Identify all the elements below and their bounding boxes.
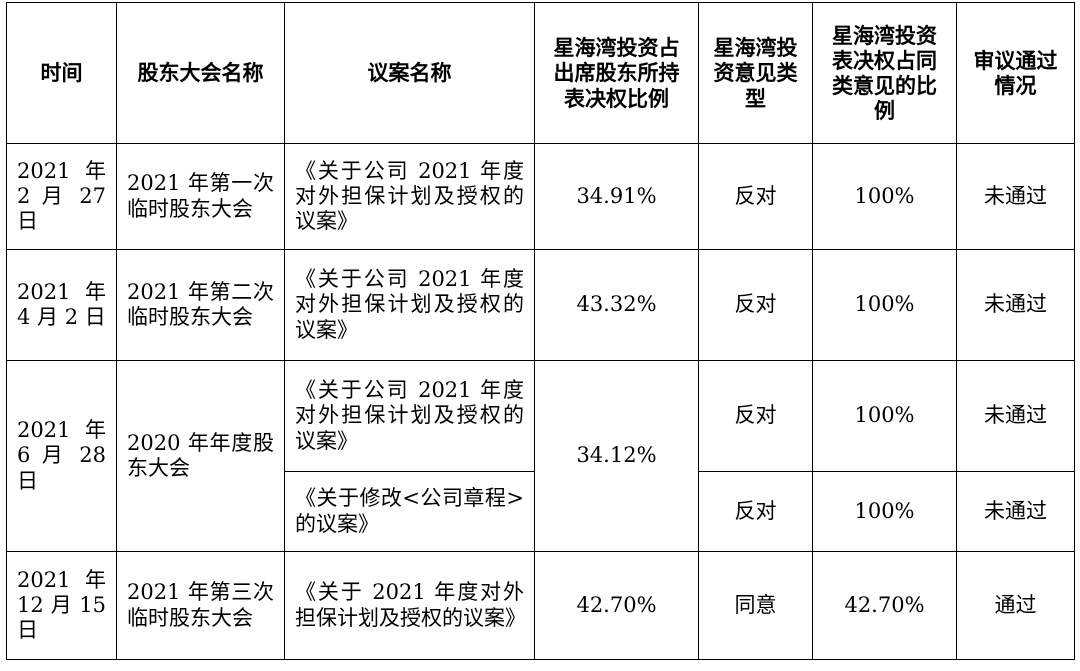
cell-voting-ratio: 34.91%: [534, 143, 699, 250]
header-time: 时间: [6, 2, 117, 144]
cell-proposal-name: 《关于 2021 年度对外担保计划及授权的议案》: [284, 551, 535, 660]
cell-meeting-name: 2021 年第二次临时股东大会: [116, 249, 285, 361]
cell-meeting-name: 2021 年第一次临时股东大会: [116, 143, 285, 250]
cell-proposal-name: 《关于修改<公司章程>的议案》: [284, 471, 535, 552]
cell-proposal-name: 《关于公司 2021 年度对外担保计划及授权的议案》: [284, 143, 535, 250]
header-review-result: 审议通过情况: [956, 2, 1075, 144]
header-voting-ratio: 星海湾投资占出席股东所持表决权比例: [534, 2, 699, 144]
shareholder-meeting-voting-table: 时间 股东大会名称 议案名称 星海湾投资占出席股东所持表决权比例 星海湾投资意见…: [6, 2, 1075, 660]
cell-same-opinion-ratio: 42.70%: [812, 551, 957, 660]
cell-proposal-name: 《关于公司 2021 年度对外担保计划及授权的议案》: [284, 249, 535, 361]
cell-time: 2021 年 2 月 27 日: [6, 143, 117, 250]
cell-same-opinion-ratio: 100%: [812, 143, 957, 250]
cell-review-result: 通过: [956, 551, 1075, 660]
cell-voting-ratio: 43.32%: [534, 249, 699, 361]
cell-same-opinion-ratio: 100%: [812, 249, 957, 361]
cell-review-result: 未通过: [956, 471, 1075, 552]
header-same-opinion-ratio: 星海湾投资表决权占同类意见的比例: [812, 2, 957, 144]
cell-voting-ratio: 34.12%: [534, 360, 699, 552]
table-row: 2021 年 12 月 15 日 2021 年第三次临时股东大会 《关于 202…: [6, 551, 1075, 660]
header-row: 时间 股东大会名称 议案名称 星海湾投资占出席股东所持表决权比例 星海湾投资意见…: [6, 2, 1075, 144]
cell-opinion-type: 同意: [698, 551, 813, 660]
table-row: 《关于修改<公司章程>的议案》 反对 100% 未通过: [7, 471, 1075, 552]
cell-time: 2021 年 6 月 28 日: [6, 360, 117, 552]
header-opinion-type: 星海湾投资意见类型: [698, 2, 813, 144]
cell-opinion-type: 反对: [698, 249, 813, 361]
header-proposal-name: 议案名称: [284, 2, 535, 144]
cell-opinion-type: 反对: [698, 360, 813, 472]
header-meeting-name: 股东大会名称: [116, 2, 285, 144]
cell-review-result: 未通过: [956, 143, 1075, 250]
cell-meeting-name: 2021 年第三次临时股东大会: [116, 551, 285, 660]
cell-opinion-type: 反对: [698, 143, 813, 250]
cell-voting-ratio: 42.70%: [534, 551, 699, 660]
cell-review-result: 未通过: [956, 249, 1075, 361]
cell-review-result: 未通过: [956, 360, 1075, 472]
table-row: 2021 年 4 月 2 日 2021 年第二次临时股东大会 《关于公司 202…: [6, 249, 1075, 361]
cell-same-opinion-ratio: 100%: [812, 471, 957, 552]
cell-opinion-type: 反对: [698, 471, 813, 552]
cell-proposal-name: 《关于公司 2021 年度对外担保计划及授权的议案》: [284, 360, 535, 472]
table-row: 2021 年 2 月 27 日 2021 年第一次临时股东大会 《关于公司 20…: [6, 143, 1075, 250]
cell-meeting-name: 2020 年年度股东大会: [116, 360, 285, 552]
cell-time: 2021 年 4 月 2 日: [6, 249, 117, 361]
cell-same-opinion-ratio: 100%: [812, 360, 957, 472]
table-row: 2021 年 6 月 28 日 2020 年年度股东大会 《关于公司 2021 …: [6, 360, 1075, 552]
cell-time: 2021 年 12 月 15 日: [6, 551, 117, 660]
